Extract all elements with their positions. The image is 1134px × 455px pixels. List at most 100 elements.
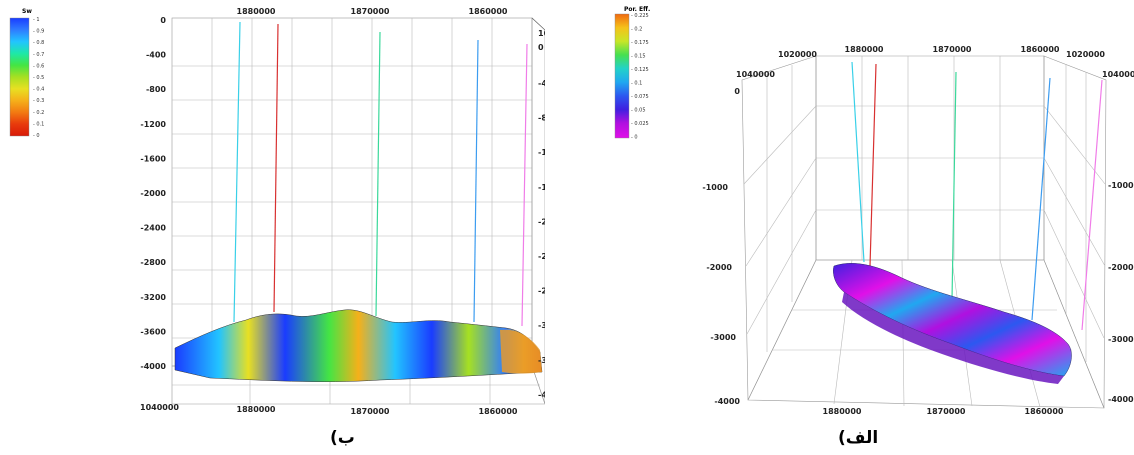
porosity-legend: Por. Eff. - 0.225 - 0.2 - 0.175 - 0.15 - 0.1… — [614, 6, 650, 141]
x-tick-label: 1870000 — [933, 45, 972, 54]
legend-tick-label: - 0.6 — [33, 63, 44, 69]
y-axis-corner-label: 1020000 — [1066, 50, 1105, 59]
z-tick-label: -1600 — [538, 183, 545, 192]
sw-left-z-axis: 0 -400 -800 -1200 -1600 -2000 -2400 -2800 -3200 -… — [140, 16, 166, 371]
legend-tick-label: - 0.5 — [33, 75, 44, 81]
z-tick-label: -3200 — [140, 293, 166, 302]
legend-tick-label: - 0.075 — [631, 94, 649, 100]
x-tick-label: 1870000 — [351, 7, 390, 16]
x-tick-label: 1860000 — [469, 7, 508, 16]
legend-tick-label: - 0 — [631, 135, 638, 141]
z-tick-label: -1200 — [140, 120, 166, 129]
z-tick-label: -4000 — [1108, 395, 1134, 404]
z-tick-label: -400 — [538, 79, 545, 88]
sw-right-z-axis: 0 -400 -800 -1200 -1600 -2000 -2400 -2800 -3200… — [538, 43, 545, 399]
porosity-top-x-axis: 1880000 1870000 1860000 1020000 1020000 … — [736, 45, 1134, 79]
porosity-left-z-axis: 0 -1000 -2000 -3000 -4000 — [702, 87, 740, 406]
legend-tick-label: - 1 — [33, 17, 40, 23]
z-tick-label: -1600 — [140, 154, 166, 163]
x-tick-label: 1860000 — [479, 407, 518, 416]
well-trace — [375, 31, 381, 317]
z-tick-label: -1000 — [1108, 181, 1134, 190]
z-tick-label: -2000 — [706, 263, 732, 272]
legend-tick-label: - 0.15 — [631, 54, 646, 60]
legend-tick-label: - 0.2 — [631, 27, 642, 33]
z-tick-label: -800 — [146, 85, 166, 94]
well-trace — [473, 39, 479, 323]
well-trace — [1031, 77, 1051, 321]
z-tick-label: -4000 — [140, 362, 166, 371]
y-axis-corner-label: 1040000 — [1102, 70, 1134, 79]
z-tick-label: -3600 — [140, 327, 166, 336]
y-axis-corner-label: 1040000 — [736, 70, 775, 79]
porosity-3d-plot: Por. Eff. - 0.225 - 0.2 - 0.175 - 0.15 - 0.1… — [614, 6, 1134, 416]
x-tick-label: 1860000 — [1025, 407, 1064, 416]
legend-tick-label: - 0.1 — [33, 121, 44, 127]
z-tick-label: -400 — [146, 51, 166, 60]
legend-tick-label: - 0.3 — [33, 98, 44, 104]
legend-tick-label: - 0.025 — [631, 121, 649, 127]
z-tick-label: -2000 — [1108, 263, 1134, 272]
z-tick-label: -2800 — [140, 258, 166, 267]
well-trace — [951, 71, 957, 301]
well-trace — [1081, 79, 1103, 331]
legend-tick-label: - 0.125 — [631, 67, 649, 73]
porosity-right-z-axis: -1000 -2000 -3000 -4000 — [1108, 181, 1134, 404]
z-tick-label: -3000 — [1108, 335, 1134, 344]
sw-wells — [233, 21, 528, 327]
z-tick-label: -3000 — [710, 333, 736, 342]
z-tick-label: -1000 — [702, 183, 728, 192]
z-tick-label: 0 — [160, 16, 166, 25]
z-tick-label: -3200 — [538, 321, 545, 330]
legend-tick-label: - 0 — [33, 133, 40, 139]
panel-caption: ب) — [330, 428, 355, 448]
z-tick-label: -3600 — [538, 356, 545, 365]
x-tick-label: 1880000 — [237, 405, 276, 414]
x-tick-label: 1880000 — [823, 407, 862, 416]
well-trace — [521, 43, 528, 327]
z-tick-label: -2000 — [538, 217, 545, 226]
legend-tick-label: - 0.4 — [33, 87, 44, 93]
z-tick-label: -4000 — [538, 390, 545, 399]
sw-top-x-axis: 1880000 1870000 1860000 — [237, 7, 508, 16]
legend-tick-label: - 0.1 — [631, 81, 642, 87]
legend-tick-label: - 0.8 — [33, 40, 44, 46]
legend-tick-label: - 0.9 — [33, 29, 44, 35]
sw-legend: Sw - 1 - 0.9 - 0.8 - 0.7 - 0.6 - 0.5 - 0.4 - 0.… — [9, 8, 44, 139]
x-tick-label: 1860000 — [1021, 45, 1060, 54]
y-axis-corner-label: 1040000 — [538, 29, 545, 38]
z-tick-label: -1200 — [538, 148, 545, 157]
legend-title: Sw — [22, 8, 32, 15]
sw-3d-plot: Sw - 1 - 0.9 - 0.8 - 0.7 - 0.6 - 0.5 - 0.4 - 0.… — [9, 7, 545, 416]
z-tick-label: -800 — [538, 114, 545, 123]
well-trace — [851, 61, 865, 263]
y-axis-corner-label: 1040000 — [140, 403, 179, 412]
z-tick-label: -2800 — [538, 287, 545, 296]
panel-caption: الف) — [838, 428, 879, 448]
legend-tick-label: - 0.7 — [33, 52, 44, 58]
x-tick-label: 1870000 — [351, 407, 390, 416]
well-trace — [233, 21, 241, 323]
z-tick-label: 0 — [734, 87, 740, 96]
legend-tick-label: - 0.175 — [631, 40, 649, 46]
porosity-bottom-x-axis: 1880000 1870000 1860000 — [823, 407, 1064, 416]
porosity-reservoir-body — [833, 263, 1072, 384]
legend-tick-label: - 0.2 — [33, 110, 44, 116]
x-tick-label: 1880000 — [845, 45, 884, 54]
sw-reservoir-surface — [174, 309, 543, 382]
porosity-3d-view-panel: Por. Eff. - 0.225 - 0.2 - 0.175 - 0.15 - 0.1… — [612, 0, 1134, 422]
z-tick-label: 0 — [538, 43, 544, 52]
well-trace — [273, 23, 279, 313]
z-tick-label: -4000 — [714, 397, 740, 406]
porosity-grid — [741, 55, 1107, 409]
z-tick-label: -2400 — [140, 224, 166, 233]
legend-tick-label: - 0.225 — [631, 13, 649, 19]
porosity-wells — [851, 61, 1103, 331]
y-axis-corner-label: 1020000 — [778, 50, 817, 59]
z-tick-label: -2000 — [140, 189, 166, 198]
legend-title: Por. Eff. — [624, 6, 650, 13]
x-tick-label: 1880000 — [237, 7, 276, 16]
legend-tick-label: - 0.05 — [631, 108, 646, 114]
sw-bottom-x-axis: 1880000 1870000 1860000 1040000 1040000 — [140, 29, 545, 416]
x-tick-label: 1870000 — [927, 407, 966, 416]
